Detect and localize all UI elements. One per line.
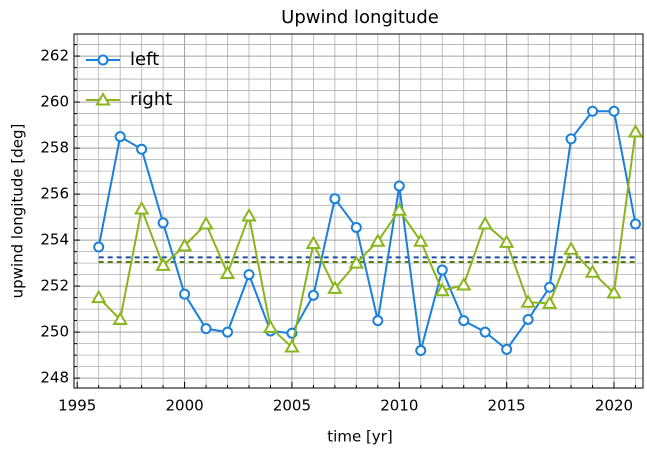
marker [329,193,341,205]
y-tick-label: 248 [40,369,69,387]
marker [370,233,386,247]
marker [241,207,257,222]
marker [436,264,448,276]
x-tick-label: 2005 [273,397,311,415]
marker [114,131,126,143]
marker [155,257,171,271]
marker [434,282,450,297]
x-tick-label: 2020 [595,397,633,415]
y-tick-label: 260 [40,93,69,111]
marker [157,217,169,229]
marker [219,265,236,279]
marker [136,143,148,155]
series-line [97,110,637,351]
y-tick-label: 262 [40,47,69,65]
y-tick-label: 252 [40,277,69,295]
marker [372,315,384,327]
marker [522,313,534,325]
marker [584,264,601,278]
marker [97,54,109,66]
marker [458,315,470,327]
marker [305,235,322,250]
marker [520,294,536,308]
marker [307,289,319,301]
marker [455,276,472,291]
marker [415,345,427,357]
marker [587,105,599,117]
marker [176,237,193,252]
marker [348,255,365,269]
plot [90,105,644,357]
y-axis-label: upwind longitude [deg] [9,124,27,299]
marker [391,202,408,216]
marker [133,201,150,215]
marker [501,343,513,355]
marker [544,281,556,293]
marker [393,180,405,192]
marker [262,319,279,334]
x-tick-label: 2000 [165,397,203,415]
marker [498,234,515,248]
legend: left right [86,49,172,110]
plot-frame [73,33,644,389]
y-tick-label: 258 [40,139,69,157]
marker [413,233,429,247]
x-tick-label: 1995 [58,397,96,415]
marker [350,221,362,233]
ticks: 1995 2000 2005 2010 2015 2020 248 250 252 254 256 2… [40,44,636,415]
marker [477,215,493,230]
marker [93,241,105,253]
x-axis-label: time [yr] [327,428,392,446]
grid [74,34,643,388]
legend-label: left [130,49,159,70]
legend-label: right [130,89,172,110]
marker [200,323,212,335]
marker [479,326,491,338]
y-tick-label: 256 [40,185,69,203]
marker [565,133,577,145]
marker [541,295,558,309]
x-tick-label: 2015 [488,397,526,415]
marker [563,241,579,255]
marker [222,326,234,338]
x-tick-label: 2010 [380,397,418,415]
marker [284,339,300,353]
marker [198,215,214,230]
marker [90,289,107,304]
marker [327,280,343,294]
y-tick-label: 254 [40,231,69,249]
marker [627,123,644,138]
marker [243,269,255,281]
chart-title: Upwind longitude [281,7,439,28]
marker [606,284,622,299]
y-tick-label: 250 [40,323,69,341]
marker [629,218,641,230]
marker [95,91,111,106]
marker [112,311,128,325]
marker [608,105,620,117]
marker [179,288,191,300]
